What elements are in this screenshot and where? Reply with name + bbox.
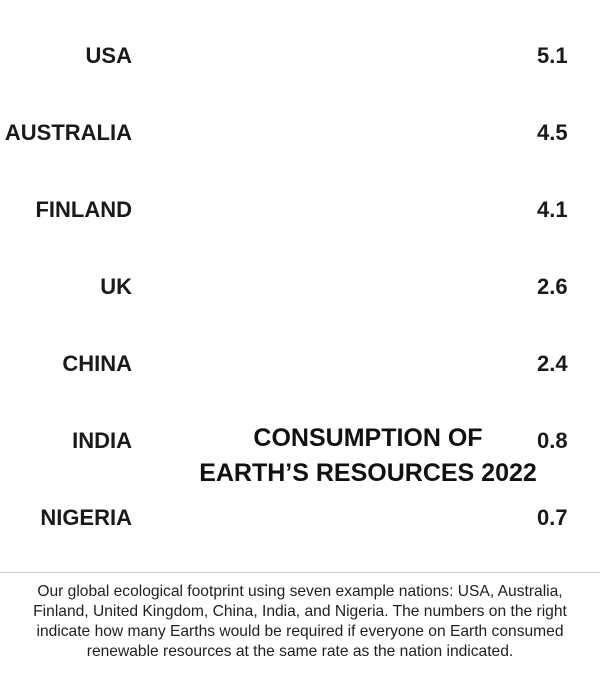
value-label: 4.5 [537,120,568,145]
chart-row: AUSTRALIA 4.5 [5,103,568,160]
earth-globe-icon [152,488,209,545]
chart-caption: Our global ecological footprint using se… [33,583,567,660]
category-label: UK [100,274,132,299]
category-label: AUSTRALIA [5,120,132,145]
category-label: INDIA [72,428,132,453]
value-label: 2.4 [537,351,568,376]
chart-title-line-1: CONSUMPTION OF [253,424,482,452]
earth-globe-icon [448,26,505,83]
earth-globe-icon [374,180,431,237]
value-label: 4.1 [537,197,568,222]
chart-row: INDIA 0.8 [72,411,568,468]
value-label: 5.1 [537,43,568,68]
earth-globe-icon [226,180,283,237]
earth-globe-icon [300,257,357,314]
earth-globe-icon [300,103,357,160]
earth-globe-icon [226,26,283,83]
earth-globe-icon [152,334,209,391]
chart-row: FINLAND 4.1 [35,180,568,237]
earth-globe-icon [300,180,357,237]
earth-globe-icon [300,334,357,391]
value-label: 0.7 [537,505,568,530]
earth-globe-icon [226,257,283,314]
earth-globe-icon [226,334,283,391]
earth-globe-icon [152,257,209,314]
category-label: NIGERIA [40,505,132,530]
earth-globe-icon [152,180,209,237]
category-label: FINLAND [35,197,132,222]
chart-row: UK 2.6 [100,257,568,314]
earth-globe-icon [226,103,283,160]
earth-globe-icon [374,26,431,83]
chart-row: USA 5.1 [86,26,568,83]
earth-consumption-chart: USA 5.1 AUSTRALIA 4.5 FINLAND 4.1 UK 2.6 CHINA 2.… [5,0,568,580]
chart-title-line-2: EARTH’S RESOURCES 2022 [199,459,537,487]
earth-globe-icon [152,103,209,160]
caption-divider [0,572,600,573]
chart-row: CHINA 2.4 [62,334,568,391]
category-label: USA [86,43,133,68]
earth-globe-icon [300,26,357,83]
earth-globe-icon [448,180,505,237]
earth-globe-icon [374,103,431,160]
value-label: 0.8 [537,428,568,453]
category-label: CHINA [62,351,132,376]
chart-row: NIGERIA 0.7 [40,488,568,545]
value-label: 2.6 [537,274,568,299]
earth-globe-icon [152,26,209,83]
earth-globe-icon [448,103,505,160]
